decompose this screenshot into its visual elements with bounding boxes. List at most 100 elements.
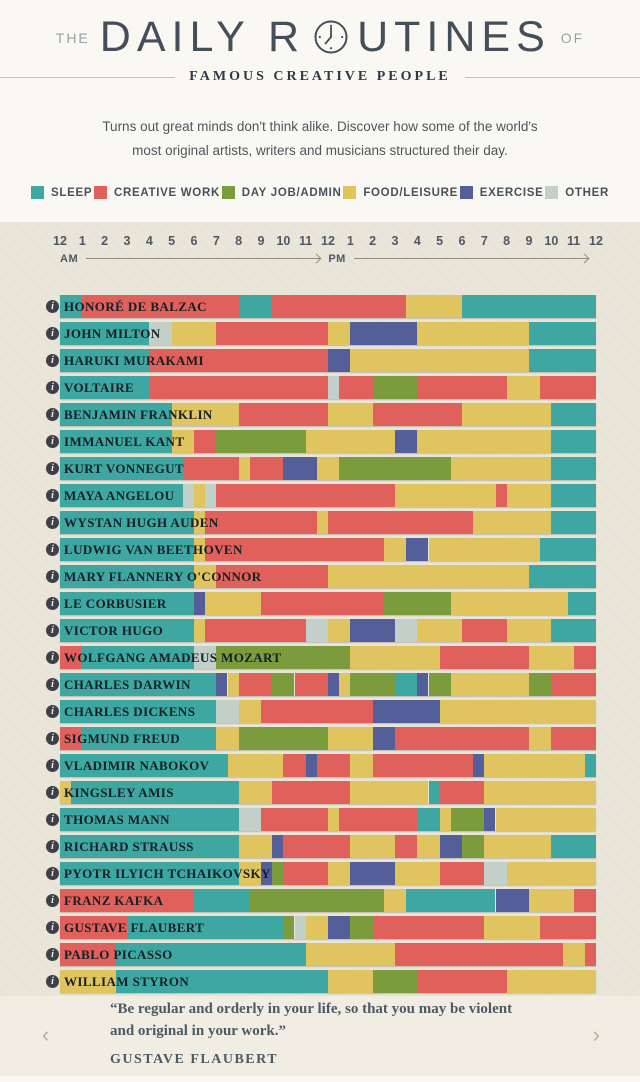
segment-dayjob[interactable] [249,888,384,912]
segment-food[interactable] [529,888,574,912]
segment-dayjob[interactable] [372,375,418,399]
segment-food[interactable] [171,402,239,426]
segment-sleep[interactable] [60,456,183,480]
info-icon[interactable]: i [46,380,59,394]
segment-food[interactable] [395,483,496,507]
segment-sleep[interactable] [60,834,239,858]
segment-dayjob[interactable] [238,726,328,750]
segment-creative[interactable] [551,726,596,750]
segment-creative[interactable] [316,753,351,777]
segment-sleep[interactable] [551,402,596,426]
segment-sleep[interactable] [417,807,440,831]
segment-creative[interactable] [216,483,395,507]
segment-creative[interactable] [372,915,485,939]
segment-creative[interactable] [439,780,485,804]
segment-sleep[interactable] [60,429,172,453]
segment-sleep[interactable] [406,888,496,912]
segment-sleep[interactable] [584,753,596,777]
segment-food[interactable] [60,780,72,804]
segment-sleep[interactable] [115,969,328,993]
segment-food[interactable] [238,861,261,885]
segment-dayjob[interactable] [339,456,451,480]
info-icon[interactable]: i [46,704,59,718]
info-icon[interactable]: i [46,839,59,853]
segment-sleep[interactable] [60,537,194,561]
info-icon[interactable]: i [46,596,59,610]
info-icon[interactable]: i [46,785,59,799]
segment-exercise[interactable] [328,672,340,696]
segment-sleep[interactable] [82,726,217,750]
segment-creative[interactable] [261,591,384,615]
segment-creative[interactable] [417,375,507,399]
segment-sleep[interactable] [540,537,596,561]
segment-creative[interactable] [216,564,328,588]
info-icon[interactable]: i [46,461,59,475]
segment-other[interactable] [484,861,507,885]
segment-creative[interactable] [283,753,306,777]
segment-creative[interactable] [328,510,474,534]
segment-sleep[interactable] [115,942,306,966]
segment-food[interactable] [305,942,395,966]
segment-food[interactable] [238,699,261,723]
segment-exercise[interactable] [350,618,395,642]
segment-food[interactable] [316,456,340,480]
segment-food[interactable] [350,834,395,858]
info-icon[interactable]: i [46,353,59,367]
segment-food[interactable] [328,969,373,993]
info-icon[interactable]: i [46,758,59,772]
segment-creative[interactable] [60,888,194,912]
segment-sleep[interactable] [568,591,596,615]
info-icon[interactable]: i [46,299,59,313]
segment-exercise[interactable] [350,861,395,885]
segment-food[interactable] [383,888,407,912]
segment-creative[interactable] [551,672,596,696]
segment-exercise[interactable] [328,915,351,939]
segment-creative[interactable] [540,375,596,399]
segment-sleep[interactable] [60,483,183,507]
segment-other[interactable] [194,645,217,669]
segment-exercise[interactable] [283,456,317,480]
segment-dayjob[interactable] [372,969,418,993]
segment-food[interactable] [506,483,552,507]
segment-sleep[interactable] [551,834,596,858]
segment-creative[interactable] [261,699,373,723]
segment-food[interactable] [238,780,273,804]
segment-creative[interactable] [395,834,418,858]
info-icon[interactable]: i [46,623,59,637]
segment-exercise[interactable] [417,672,429,696]
segment-sleep[interactable] [60,564,194,588]
segment-exercise[interactable] [194,591,206,615]
segment-creative[interactable] [372,753,474,777]
segment-food[interactable] [428,537,541,561]
segment-sleep[interactable] [60,375,150,399]
info-icon[interactable]: i [46,542,59,556]
segment-food[interactable] [194,564,217,588]
segment-creative[interactable] [60,942,116,966]
segment-creative[interactable] [194,429,217,453]
segment-food[interactable] [227,753,284,777]
segment-creative[interactable] [395,942,563,966]
segment-creative[interactable] [573,888,596,912]
info-icon[interactable]: i [46,488,59,502]
segment-food[interactable] [316,510,328,534]
segment-food[interactable] [450,591,569,615]
segment-sleep[interactable] [428,780,440,804]
segment-sleep[interactable] [551,429,596,453]
segment-food[interactable] [328,861,351,885]
segment-food[interactable] [484,780,596,804]
segment-dayjob[interactable] [272,672,295,696]
segment-dayjob[interactable] [428,672,451,696]
segment-creative[interactable] [60,645,83,669]
segment-sleep[interactable] [551,456,596,480]
segment-exercise[interactable] [272,834,284,858]
segment-creative[interactable] [495,483,507,507]
segment-creative[interactable] [372,402,462,426]
segment-sleep[interactable] [551,618,596,642]
segment-food[interactable] [339,672,351,696]
segment-food[interactable] [194,510,206,534]
segment-food[interactable] [305,429,395,453]
segment-dayjob[interactable] [216,645,351,669]
segment-other[interactable] [149,321,172,345]
segment-creative[interactable] [294,672,328,696]
segment-food[interactable] [171,429,194,453]
